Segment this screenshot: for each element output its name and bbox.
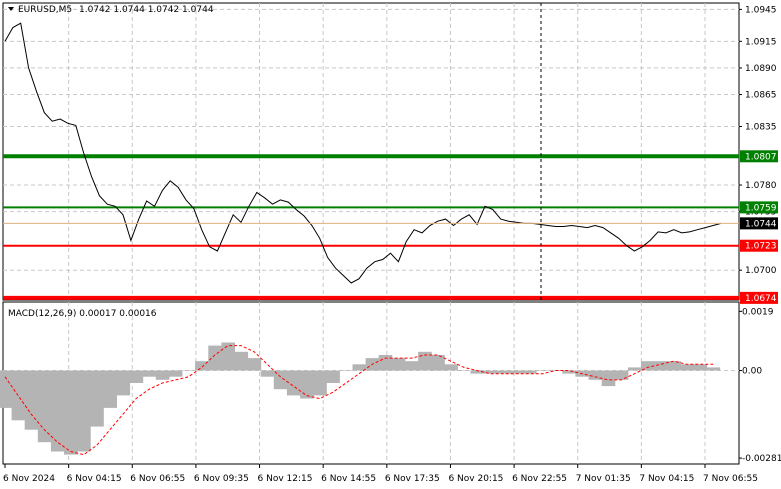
level-tag-bg: [740, 201, 778, 214]
macd-bar: [129, 370, 144, 383]
level-lines: [3, 154, 739, 300]
macd-bar: [116, 370, 131, 396]
price-tick-label: 1.0890: [745, 64, 777, 74]
macd-bar: [706, 367, 721, 371]
macd-bar: [247, 358, 262, 371]
macd-bar: [326, 370, 340, 383]
macd-bar: [37, 370, 52, 443]
time-tick-label: 6 Nov 14:55: [321, 474, 376, 484]
macd-bar: [221, 342, 235, 371]
level-label: 1.0674: [745, 294, 777, 304]
macd-bar: [693, 364, 708, 371]
macd-bar: [155, 370, 170, 380]
macd-bar: [0, 370, 13, 408]
level-labels: 1.0807 1.0759 1.0723 1.0674: [740, 150, 778, 304]
macd-title: MACD(12,26,9) 0.00017 0.00016: [8, 309, 157, 319]
macd-bar: [208, 345, 222, 371]
price-axis: 1.0945 1.0915 1.0890 1.0865 1.0835 1.0780 1.07…: [739, 5, 777, 276]
macd-bar: [470, 370, 485, 374]
price-tick-label: 1.0915: [745, 37, 777, 47]
macd-bar: [142, 370, 157, 377]
macd-bar: [627, 367, 642, 371]
macd-bar: [286, 370, 301, 396]
price-tick-label: 1.0700: [745, 266, 777, 276]
macd-bar: [588, 370, 603, 380]
macd-bar: [50, 370, 65, 452]
macd-tick-label: 0.00: [742, 367, 762, 377]
price-tick-label: 1.0835: [745, 122, 777, 132]
dropdown-icon[interactable]: [8, 7, 14, 11]
time-tick-label: 7 Nov 04:15: [639, 474, 694, 484]
price-series-line: [4, 22, 722, 284]
macd-bar: [195, 361, 209, 371]
current-price-label: 1.0744: [745, 219, 777, 229]
time-tick-label: 7 Nov 01:35: [576, 474, 631, 484]
ohlc-values: 1.0742 1.0744 1.0742 1.0744: [79, 5, 214, 15]
macd-bar: [234, 351, 249, 371]
macd-bar: [641, 361, 655, 371]
price-tick-label: 1.0945: [745, 5, 777, 15]
macd-bar: [64, 370, 78, 455]
level-tag-bg: [740, 239, 778, 252]
macd-bar: [444, 364, 458, 371]
macd-bar: [260, 370, 275, 377]
level-label: 1.0807: [745, 152, 777, 162]
time-tick-label: 6 Nov 06:55: [130, 474, 185, 484]
macd-bar: [339, 370, 353, 371]
price-pane: [2, 2, 740, 301]
macd-bar: [103, 370, 117, 408]
time-tick-label: 7 Nov 06:55: [703, 474, 758, 484]
macd-axis: 0.0019 0.00 -0.00281: [739, 307, 781, 464]
symbol-label: EURUSD,M5: [18, 5, 72, 15]
macd-bar: [536, 370, 550, 371]
time-tick-label: 6 Nov 17:35: [385, 474, 440, 484]
level-tag-bg: [740, 150, 778, 163]
time-tick-label: 6 Nov 09:35: [194, 474, 249, 484]
macd-bar: [680, 364, 694, 371]
macd-bar: [273, 370, 288, 390]
macd-tick-label: -0.00281: [742, 454, 781, 464]
macd-bar: [300, 370, 314, 399]
time-tick-label: 6 Nov 2024: [3, 474, 55, 484]
macd-bar: [509, 370, 524, 374]
macd-bar: [391, 358, 406, 371]
macd-bar: [431, 355, 445, 371]
macd-bar: [562, 370, 576, 374]
macd-bar: [418, 351, 432, 371]
macd-bar: [601, 370, 616, 387]
level-tag-bg: [740, 291, 778, 304]
macd-bar: [523, 370, 537, 374]
price-tick-label: 1.0865: [745, 91, 777, 101]
macd-bar: [313, 370, 327, 396]
macd-bar: [24, 370, 39, 430]
time-axis: 6 Nov 2024 6 Nov 04:15 6 Nov 06:55 6 Nov 09…: [3, 464, 758, 484]
macd-bar: [614, 370, 629, 380]
macd-signal-line: [4, 345, 714, 456]
macd-bar: [405, 361, 419, 371]
macd-tick-label: 0.0019: [742, 307, 774, 317]
time-tick-label: 6 Nov 22:55: [512, 474, 567, 484]
macd-bar: [90, 370, 104, 427]
macd-bar: [182, 370, 196, 371]
macd-bar: [168, 370, 183, 377]
macd-bar: [496, 370, 511, 374]
level-label: 1.0723: [745, 242, 777, 252]
macd-bar: [654, 361, 668, 371]
macd-bar: [483, 370, 498, 374]
time-tick-label: 6 Nov 12:15: [258, 474, 313, 484]
macd-bar: [352, 364, 367, 371]
price-grid: [3, 3, 739, 300]
macd-bar: [457, 370, 471, 371]
level-label: 1.0759: [745, 203, 777, 213]
macd-bar: [378, 355, 393, 371]
time-tick-label: 6 Nov 20:15: [448, 474, 503, 484]
macd-bar: [667, 361, 681, 371]
price-tick-label: 1.0780: [745, 181, 777, 191]
time-tick-label: 6 Nov 04:15: [67, 474, 122, 484]
macd-bar: [77, 370, 91, 452]
current-price-tag: 1.0744: [740, 217, 778, 230]
macd-histogram: [0, 342, 721, 455]
